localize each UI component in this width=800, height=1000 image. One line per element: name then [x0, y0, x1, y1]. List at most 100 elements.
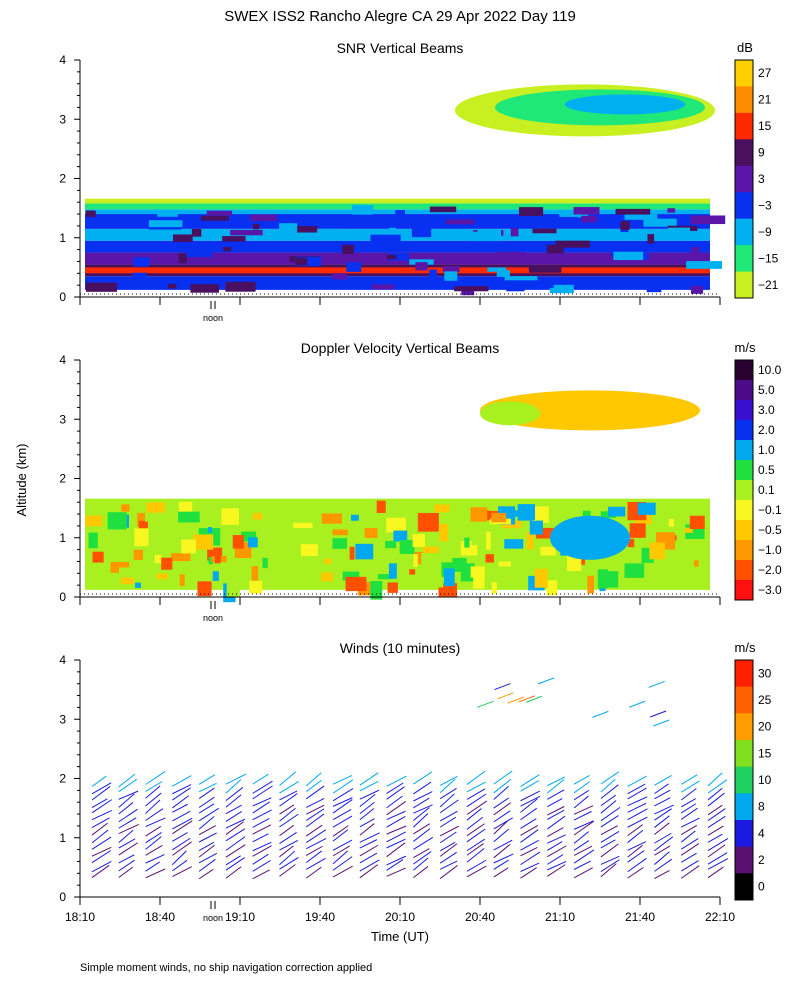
- doppler-cell: [535, 527, 555, 539]
- wind-barb: [172, 810, 191, 822]
- snr-cell: [445, 219, 475, 225]
- wind-barb: [386, 825, 407, 835]
- wind-barb: [520, 807, 538, 821]
- wind-barb: [172, 795, 189, 809]
- wind-barb: [680, 817, 700, 828]
- snr-cell: [691, 247, 700, 254]
- snr-cell: [487, 267, 507, 272]
- wind-barb: [225, 844, 246, 858]
- doppler-cell: [221, 508, 240, 525]
- doppler-cell: [377, 574, 391, 580]
- wind-barb: [627, 824, 644, 837]
- doppler-cell: [138, 520, 148, 532]
- wind-barb: [680, 780, 700, 793]
- wind-barb: [118, 829, 134, 843]
- wind-barb: [707, 833, 723, 843]
- colorbar-swatch: [735, 480, 753, 501]
- wind-barb: [600, 794, 616, 807]
- doppler-cell: [208, 557, 214, 565]
- doppler-cell: [485, 554, 494, 563]
- doppler-cell: [491, 582, 497, 594]
- wind-barb: [91, 809, 112, 821]
- wind-barb: [600, 815, 619, 828]
- snr-cell: [191, 228, 202, 237]
- doppler-cell: [241, 531, 257, 542]
- snr-cell: [148, 220, 183, 228]
- snr-cell: [549, 284, 574, 294]
- doppler-cell: [110, 561, 130, 573]
- wind-barb: [413, 813, 429, 828]
- wind-barb: [305, 772, 322, 787]
- wind-barb: [172, 820, 193, 835]
- wind-barb: [225, 779, 242, 794]
- wind-barb: [332, 779, 354, 794]
- wind-barb: [680, 830, 696, 843]
- wind-barb: [359, 832, 380, 843]
- wind-barb: [547, 864, 566, 877]
- snr-cell: [342, 244, 354, 255]
- wind-barb: [654, 858, 673, 872]
- wind-barb: [466, 859, 487, 872]
- doppler-cell: [587, 575, 594, 594]
- wind-barb: [654, 808, 672, 821]
- wind-barb: [386, 867, 406, 877]
- wind-barb: [525, 695, 543, 703]
- wind-barb: [225, 810, 242, 822]
- wind-barb: [332, 815, 353, 828]
- colorbar-label: 30: [758, 666, 772, 680]
- wind-barb: [305, 824, 323, 837]
- wind-barb: [707, 858, 729, 870]
- wind-barb: [654, 845, 671, 856]
- wind-barb: [547, 845, 567, 858]
- wind-barb: [466, 793, 487, 808]
- colorbar-label: 20: [758, 720, 772, 734]
- wind-barb: [707, 792, 725, 807]
- wind-barb: [600, 778, 616, 793]
- snr-cell: [346, 262, 362, 272]
- wind-barb: [680, 852, 697, 863]
- wind-barb: [279, 864, 296, 877]
- snr-cell: [667, 208, 676, 213]
- snr-cell: [686, 261, 722, 269]
- wind-barb: [359, 823, 375, 836]
- wind-barb: [547, 776, 566, 787]
- doppler-cell: [387, 582, 398, 593]
- doppler-cell: [443, 568, 455, 587]
- snr-cell: [388, 227, 396, 233]
- wind-barb: [493, 828, 510, 843]
- wind-barb: [145, 771, 166, 785]
- wind-barb: [386, 842, 406, 858]
- wind-barb: [279, 850, 296, 866]
- wind-barb: [198, 816, 215, 830]
- wind-barb: [413, 781, 432, 795]
- wind-barb: [279, 845, 294, 858]
- snr-band: [85, 240, 710, 253]
- snr-cell: [132, 272, 147, 281]
- snr-band: [85, 203, 710, 210]
- wind-barb: [225, 804, 242, 815]
- wind-barb: [91, 846, 112, 857]
- wind-barb: [279, 839, 299, 851]
- colorbar-swatch: [735, 165, 753, 193]
- wind-barb: [546, 779, 565, 794]
- wind-barb: [573, 789, 590, 801]
- wind-barb: [225, 866, 242, 879]
- wind-barb: [654, 815, 670, 828]
- wind-barb: [359, 852, 378, 864]
- colorbar-swatch: [735, 713, 753, 741]
- wind-barb: [466, 843, 484, 856]
- wind-barb: [225, 794, 242, 808]
- snr-cell: [615, 208, 651, 215]
- wind-barb: [252, 780, 273, 794]
- colorbar-label: 3.0: [758, 403, 775, 417]
- wind-barb: [627, 796, 648, 807]
- wind-barb: [654, 789, 671, 800]
- doppler-cell: [193, 534, 214, 550]
- wind-barb: [118, 802, 134, 815]
- wind-barb: [466, 800, 488, 815]
- wind-barb: [573, 795, 589, 809]
- colorbar-swatch: [735, 139, 753, 167]
- panel-title: Doppler Velocity Vertical Beams: [301, 340, 499, 356]
- colorbar-label: 25: [758, 693, 772, 707]
- snr-cell: [206, 210, 233, 216]
